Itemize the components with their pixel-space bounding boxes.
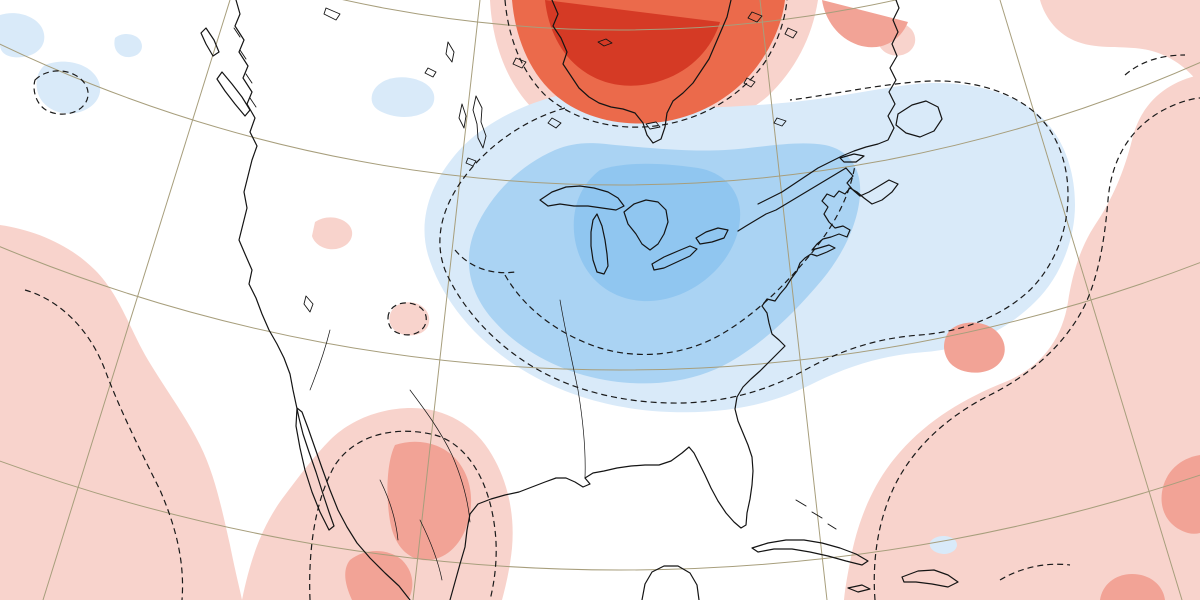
jamaica-island [847,584,871,593]
contour-caribbean [999,563,1071,581]
vancouver-island [216,71,251,117]
hispaniola-island [901,569,959,588]
yucatan-peninsula [641,565,700,600]
cold-patch-gulf-alaska-3 [114,34,142,58]
warm-medium-ungava [822,0,908,48]
cold-patch-gulf-alaska-2 [36,61,101,114]
contour-arctic-blob [504,0,788,128]
contour-cold-outer [439,80,1069,404]
meridian-1 [42,0,231,600]
bahamas-islands [795,499,837,530]
bc-coast-islets [233,27,257,108]
contour-plains-spot [387,302,427,336]
warm-medium-regions [345,0,1200,600]
newfoundland-island [895,100,943,138]
cuba-island [751,539,869,566]
warm-medium-mexico-2 [345,551,413,600]
contour-atlantic [873,97,1200,600]
cold-core-lakes [573,163,741,302]
warm-region-west-coast [0,225,242,600]
anticosti-island [839,153,865,163]
meridian-3 [759,0,828,600]
coastlines [200,0,959,600]
warm-medium-right-edge [1161,455,1200,534]
st-lawrence-north-shore-labrador [757,0,900,205]
lake-erie [651,245,698,271]
rivers [309,299,586,581]
warm-medium-atlantic-spot [944,322,1005,373]
contour-top-right [1124,54,1186,76]
contour-cold-inner [504,164,856,356]
parallel-arc-2 [0,43,1200,186]
warm-medium-mexico-1 [387,441,472,561]
arctic-islets [597,11,798,130]
lake-huron [623,199,669,251]
lake-ontario [695,227,729,245]
warm-region-top-right [1040,0,1200,85]
meridian-2 [412,0,481,600]
gulf-atlantic-coast [449,167,899,600]
small-lakes [303,7,787,313]
parallel-arc-3 [0,245,1200,371]
cold-patch-prairies [371,77,435,117]
contour-gulf-alaska-spot [33,70,89,115]
warm-region-atlantic [844,75,1200,600]
warm-spot-rockies [312,217,353,250]
pacific-coast [234,0,411,600]
contour-lakes-wiggle [454,249,516,274]
contour-west-coast [24,289,184,600]
haida-gwaii-island [200,27,220,57]
cold-patch-gulf-alaska-1 [0,13,45,58]
lake-michigan [590,213,609,275]
lake-superior [539,185,625,211]
cold-spot-bahamas [929,536,957,554]
warm-core-region [545,0,720,86]
warm-medium-bottom-right [1100,574,1165,600]
parallel-arc-1 [342,0,898,31]
meridian-4 [999,0,1183,600]
cold-core-region [573,163,741,302]
warm-spot-plains [389,302,430,336]
warm-core-hudson [545,0,720,86]
hudson-bay-coast [551,0,732,144]
